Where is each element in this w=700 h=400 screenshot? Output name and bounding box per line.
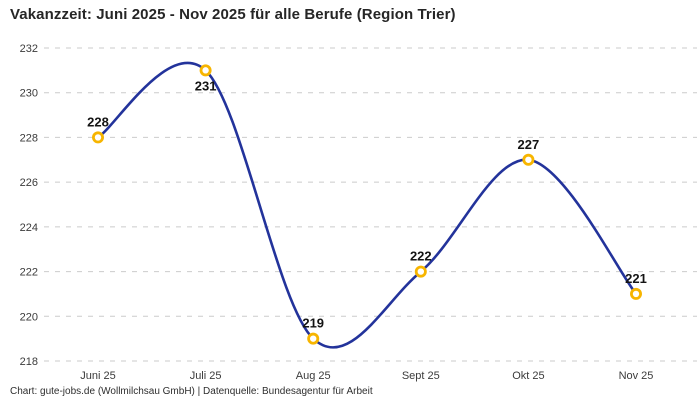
x-axis-label: Juli 25 (190, 370, 222, 382)
chart-attribution: Chart: gute-jobs.de (Wollmilchsau GmbH) … (10, 386, 373, 397)
data-point-label: 228 (87, 114, 109, 129)
y-tick-label: 232 (20, 43, 38, 55)
y-tick-label: 224 (20, 222, 38, 234)
data-point-marker-Aug 25[interactable] (307, 332, 320, 345)
data-point-marker-Okt 25[interactable] (522, 153, 535, 166)
y-tick-label: 228 (20, 132, 38, 144)
x-axis-label: Aug 25 (296, 370, 331, 382)
x-axis-label: Sept 25 (402, 370, 440, 382)
data-point-label: 221 (625, 271, 647, 286)
y-tick-label: 220 (20, 311, 38, 323)
data-point-marker-Juni 25[interactable] (92, 131, 105, 144)
data-point-marker-Nov 25[interactable] (630, 287, 643, 300)
data-point-label: 219 (302, 316, 324, 331)
data-point-label: 231 (195, 78, 217, 93)
data-point-marker-Juli 25[interactable] (199, 64, 212, 77)
y-tick-label: 226 (20, 177, 38, 189)
x-axis-label: Okt 25 (512, 370, 544, 382)
data-point-marker-Sept 25[interactable] (414, 265, 427, 278)
data-point-label: 222 (410, 249, 432, 264)
x-axis-label: Juni 25 (80, 370, 115, 382)
y-tick-label: 222 (20, 267, 38, 279)
data-point-label: 227 (518, 137, 540, 152)
series-line (96, 61, 638, 349)
y-tick-label: 230 (20, 88, 38, 100)
y-tick-label: 218 (20, 356, 38, 368)
chart-title: Vakanzzeit: Juni 2025 - Nov 2025 für all… (10, 6, 456, 23)
x-axis-label: Nov 25 (619, 370, 654, 382)
